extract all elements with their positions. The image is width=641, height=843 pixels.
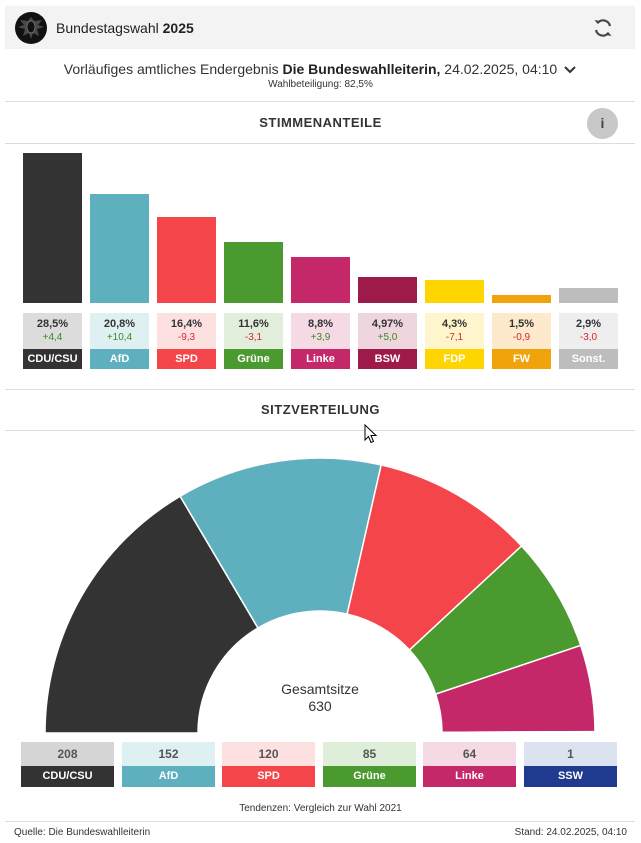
vote-change-value: +3,9 [310, 332, 331, 343]
party-label: AfD [90, 349, 149, 369]
seat-count: 64 [423, 742, 516, 766]
vote-share-value: 8,8% [307, 318, 334, 330]
result-status-text: Vorläufiges amtliches Endergebnis [63, 61, 283, 77]
seat-distribution-chart [44, 457, 596, 734]
vote-bar[interactable] [23, 153, 82, 303]
divider [5, 101, 635, 102]
total-seats-label: Gesamtsitze [281, 681, 359, 697]
result-authority: Die Bundeswahlleiterin, [282, 61, 441, 77]
app-header: Bundestagswahl 2025 [5, 6, 635, 49]
result-datetime: 24.02.2025, 04:10 [440, 61, 558, 77]
seat-count: 1 [524, 742, 617, 766]
vote-value-cell: 11,6% -3,1 [224, 313, 283, 349]
vote-bar[interactable] [157, 216, 216, 303]
divider [5, 389, 635, 390]
turnout-text: Wahlbeteiligung: 82,5% [268, 79, 373, 90]
seat-count: 85 [323, 742, 416, 766]
source-text: Quelle: Die Bundeswahlleiterin [14, 827, 151, 838]
divider [5, 821, 635, 822]
bundesadler-icon [15, 11, 47, 44]
party-label: SPD [157, 349, 216, 369]
party-label: FDP [425, 349, 484, 369]
party-label: FW [492, 349, 551, 369]
refresh-icon[interactable] [591, 16, 615, 40]
party-label: CDU/CSU [23, 349, 82, 369]
vote-value-cell: 1,5% -0,9 [492, 313, 551, 349]
seat-count: 120 [222, 742, 315, 766]
vote-change-value: -0,9 [512, 332, 531, 343]
tendency-note: Tendenzen: Vergleich zur Wahl 2021 [239, 803, 402, 814]
vote-change-value: -9,3 [177, 332, 196, 343]
vote-value-cell: 28,5% +4,4 [23, 313, 82, 349]
vote-value-cell: 16,4% -9,3 [157, 313, 216, 349]
seat-party-label: SSW [524, 766, 617, 787]
vote-bar[interactable] [224, 241, 283, 303]
vote-share-value: 2,9% [575, 318, 602, 330]
vote-share-value: 11,6% [238, 318, 269, 330]
total-seats-value: 630 [308, 698, 332, 714]
vote-share-value: 28,5% [36, 318, 69, 330]
vote-share-value: 4,97% [371, 318, 404, 330]
vote-bar[interactable] [559, 287, 618, 303]
divider [5, 143, 635, 144]
vote-bar[interactable] [90, 193, 149, 303]
seat-party-label: AfD [122, 766, 215, 787]
vote-share-value: 1,5% [508, 318, 535, 330]
party-label: BSW [358, 349, 417, 369]
vote-change-value: -7,1 [445, 332, 464, 343]
vote-change-value: +4,4 [42, 332, 63, 343]
vote-bar[interactable] [358, 276, 417, 303]
vote-value-cell: 2,9% -3,0 [559, 313, 618, 349]
vote-value-cell: 8,8% +3,9 [291, 313, 350, 349]
vote-change-value: -3,1 [244, 332, 263, 343]
vote-share-value: 4,3% [441, 318, 468, 330]
vote-change-value: +10,4 [106, 332, 133, 343]
seat-count: 208 [21, 742, 114, 766]
party-label: Sonst. [559, 349, 618, 369]
vote-share-value: 16,4% [170, 318, 203, 330]
seat-party-label: CDU/CSU [21, 766, 114, 787]
info-button[interactable]: i [587, 108, 618, 139]
vote-change-value: -3,0 [579, 332, 598, 343]
seat-segment[interactable] [179, 457, 383, 629]
party-label: Linke [291, 349, 350, 369]
vote-value-cell: 20,8% +10,4 [90, 313, 149, 349]
vote-value-cell: 4,97% +5,0 [358, 313, 417, 349]
vote-bar[interactable] [291, 256, 350, 303]
seat-count: 152 [122, 742, 215, 766]
vote-bar[interactable] [425, 280, 484, 303]
seat-party-label: Grüne [323, 766, 416, 787]
party-label: Grüne [224, 349, 283, 369]
vote-bar[interactable] [492, 295, 551, 303]
result-status: Vorläufiges amtliches Endergebnis Die Bu… [0, 61, 641, 77]
vote-share-value: 20,8% [103, 318, 136, 330]
stand-text: Stand: 24.02.2025, 04:10 [514, 827, 627, 838]
chevron-down-icon[interactable] [563, 65, 577, 75]
votes-section-title: STIMMENANTEILE [259, 115, 382, 130]
seat-segment[interactable] [44, 495, 259, 734]
vote-change-value: +5,0 [377, 332, 398, 343]
seat-party-label: Linke [423, 766, 516, 787]
vote-value-cell: 4,3% -7,1 [425, 313, 484, 349]
seats-section-title: SITZVERTEILUNG [261, 402, 380, 417]
seat-party-label: SPD [222, 766, 315, 787]
mouse-cursor-icon [364, 424, 378, 444]
seat-segment[interactable] [441, 730, 596, 734]
divider [5, 430, 635, 431]
app-title: Bundestagswahl 2025 [56, 19, 194, 36]
